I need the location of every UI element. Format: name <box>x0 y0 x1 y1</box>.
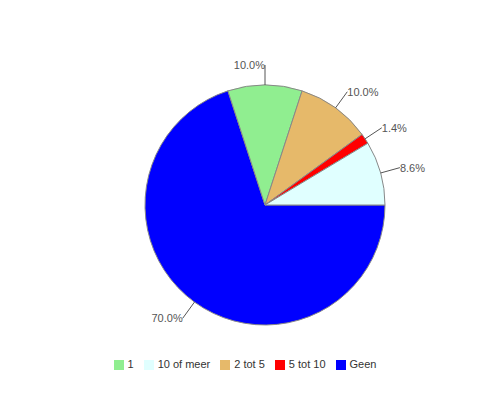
html-text:5 tot 10: 5 tot 10 <box>288 357 326 370</box>
svg-text:8.6%: 8.6% <box>400 162 425 174</box>
html-text:1: 1 <box>127 357 134 370</box>
svg-text:70.0%: 70.0% <box>152 312 183 324</box>
svg-text:10.0%: 10.0% <box>234 59 265 71</box>
html-text:10 of meer: 10 of meer <box>157 357 211 370</box>
svg-text:1.4%: 1.4% <box>382 122 407 134</box>
html-text:2 tot 5: 2 tot 5 <box>234 357 265 370</box>
html-text:Geen: Geen <box>349 357 377 370</box>
svg-text:10.0%: 10.0% <box>347 86 378 98</box>
